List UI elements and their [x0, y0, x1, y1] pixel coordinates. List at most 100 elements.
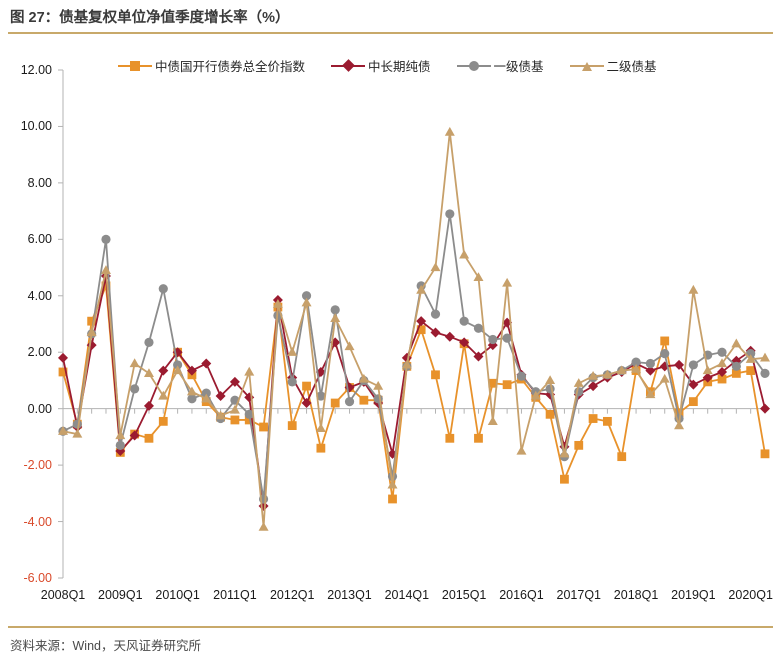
x-axis-label: 2008Q1 — [40, 588, 86, 602]
legend-label-1: 中长期纯债 — [368, 60, 431, 74]
data-point — [444, 126, 455, 136]
data-point — [244, 409, 254, 419]
legend-item-0[interactable]: 中债国开行债券总全价指数 — [118, 56, 305, 75]
data-point — [115, 440, 125, 450]
data-point — [731, 368, 741, 378]
x-axis-label: 2009Q1 — [98, 588, 143, 602]
data-point — [143, 400, 154, 411]
data-point — [430, 327, 441, 338]
data-point — [487, 416, 498, 425]
data-point — [373, 380, 384, 390]
data-point — [688, 397, 698, 407]
data-point — [259, 422, 268, 432]
legend-item-1[interactable]: 中长期纯债 — [331, 56, 431, 75]
data-point — [473, 351, 484, 362]
y-axis-label: -4.00 — [23, 514, 53, 529]
x-axis-label: 2017Q1 — [556, 588, 601, 602]
data-point — [717, 358, 728, 368]
legend-swatch-square-icon — [118, 59, 152, 73]
data-point — [301, 398, 312, 409]
data-point — [717, 366, 728, 377]
data-point — [186, 365, 197, 376]
data-point — [416, 284, 427, 294]
data-point — [301, 297, 312, 307]
data-point — [115, 430, 126, 440]
data-point — [258, 522, 269, 531]
data-point — [158, 284, 168, 294]
data-point — [87, 316, 97, 326]
data-point — [731, 361, 741, 371]
data-point — [502, 277, 513, 287]
data-point — [129, 358, 140, 368]
data-point — [616, 365, 627, 375]
data-point — [473, 323, 484, 333]
data-point — [545, 375, 556, 385]
data-point — [244, 366, 255, 376]
data-point — [560, 474, 569, 484]
data-point — [144, 433, 154, 443]
data-point — [130, 384, 140, 394]
y-axis-label: 6.00 — [27, 232, 52, 247]
data-point — [688, 284, 699, 294]
data-point — [659, 373, 670, 383]
data-point — [173, 360, 183, 370]
data-point — [631, 363, 642, 373]
data-point — [315, 423, 326, 433]
data-point — [316, 443, 326, 453]
title-divider-top — [8, 32, 773, 34]
data-point — [158, 390, 169, 400]
data-point — [430, 262, 441, 272]
data-point — [530, 390, 541, 400]
data-point — [129, 430, 140, 441]
data-point — [760, 403, 770, 414]
y-axis-label: 10.00 — [20, 119, 52, 134]
data-point — [459, 316, 469, 326]
source-divider-bottom — [8, 626, 773, 628]
x-axis-label: 2010Q1 — [155, 588, 200, 602]
x-axis-label: 2014Q1 — [384, 588, 430, 602]
data-point — [516, 445, 527, 455]
data-point — [186, 386, 197, 396]
data-point — [72, 428, 83, 438]
data-point — [745, 354, 756, 363]
legend-item-2[interactable]: 一级债基 — [456, 56, 544, 75]
data-point — [58, 426, 68, 435]
data-point — [416, 316, 427, 327]
data-point — [660, 349, 670, 359]
data-point — [746, 366, 756, 375]
x-axis-label: 2011Q1 — [213, 588, 257, 602]
data-point — [645, 389, 656, 399]
series-line-2 — [62, 213, 766, 500]
data-point — [688, 379, 699, 390]
data-point — [86, 327, 97, 337]
data-point — [674, 359, 685, 370]
data-point — [588, 381, 599, 392]
data-point — [287, 421, 297, 430]
legend-item-3[interactable]: 二级债基 — [569, 56, 657, 75]
data-point — [330, 398, 340, 408]
x-axis-label: 2013Q1 — [327, 588, 372, 602]
legend-swatch-diamond-icon — [331, 58, 366, 73]
y-axis-label: -2.00 — [23, 458, 53, 473]
figure-title: 图 27：债基复权单位净值季度增长率（%） — [10, 10, 290, 26]
data-point — [244, 415, 254, 425]
data-point — [502, 380, 512, 390]
data-point — [602, 369, 613, 379]
data-point — [588, 371, 599, 380]
data-point — [302, 381, 311, 391]
data-point — [230, 415, 240, 425]
data-point — [473, 272, 484, 282]
data-point — [359, 395, 369, 405]
data-point — [430, 309, 441, 319]
x-axis-label: 2016Q1 — [499, 588, 544, 602]
x-axis-label: 2020Q1 — [728, 588, 773, 602]
legend-label-2: 一级债基 — [493, 60, 544, 74]
data-point — [459, 337, 470, 348]
y-axis-label: 12.00 — [20, 63, 52, 77]
data-point — [330, 305, 340, 315]
data-point — [416, 325, 426, 335]
data-point — [617, 452, 627, 462]
data-point — [201, 358, 212, 369]
